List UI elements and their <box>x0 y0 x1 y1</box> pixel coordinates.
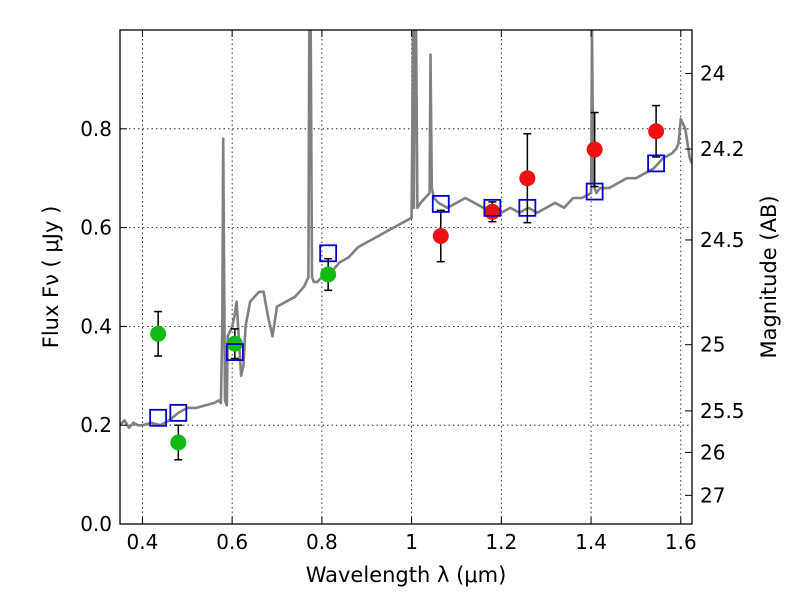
data-point <box>432 227 449 244</box>
x-tick-label: 0.6 <box>216 530 248 554</box>
magnitude-tick-label: 25 <box>700 333 725 357</box>
data-point <box>484 203 501 220</box>
y-tick-label: 0.2 <box>80 413 112 437</box>
magnitude-tick-label: 25.5 <box>700 399 745 423</box>
x-tick-label: 0.8 <box>306 530 338 554</box>
model-point <box>149 408 168 427</box>
y-tick-label: 0.4 <box>80 314 112 338</box>
x-tick-label: 1.6 <box>665 530 697 554</box>
model-point <box>518 198 537 217</box>
model-point <box>585 182 604 201</box>
ticks <box>120 30 692 525</box>
y-tick-label: 0.6 <box>80 216 112 240</box>
model-point <box>431 194 450 213</box>
tick-labels: 0.4 0.6 0.8 1 1.2 1.4 1.6 0.0 0.2 0.4 0.6 0.8 24 24.2… <box>80 61 744 554</box>
model-point <box>647 154 666 173</box>
model-point <box>225 343 244 361</box>
model-point <box>169 403 188 422</box>
markers <box>149 104 666 461</box>
magnitude-tick-label: 26 <box>700 440 725 464</box>
data-point <box>586 141 603 158</box>
y-axis-label: Flux Fν ( μJy ) <box>39 206 63 349</box>
model-point <box>483 198 502 217</box>
magnitude-tick-label: 24 <box>700 61 725 85</box>
data-point <box>170 434 187 451</box>
y-tick-label: 0.8 <box>80 117 112 141</box>
x-tick-label: 1.4 <box>575 530 607 554</box>
model-spectrum <box>120 30 692 429</box>
x-tick-label: 1 <box>405 530 418 554</box>
y-tick-label: 0.0 <box>80 512 112 536</box>
magnitude-tick-label: 24.2 <box>700 137 745 161</box>
data-point <box>320 266 337 283</box>
grid <box>120 30 692 525</box>
model-point <box>319 244 338 263</box>
x-tick-label: 1.2 <box>485 530 517 554</box>
magnitude-tick-label: 27 <box>700 483 725 507</box>
x-tick-label: 0.4 <box>127 530 159 554</box>
y-axis-right-label: Magnitude (AB) <box>757 195 781 358</box>
x-axis-label: Wavelength λ (μm) <box>306 563 507 587</box>
data-point <box>648 123 665 140</box>
spectrum-line <box>120 30 692 429</box>
data-point <box>150 325 167 342</box>
magnitude-tick-label: 24.5 <box>700 228 745 252</box>
plot-frame <box>119 29 693 525</box>
data-point <box>519 170 536 187</box>
